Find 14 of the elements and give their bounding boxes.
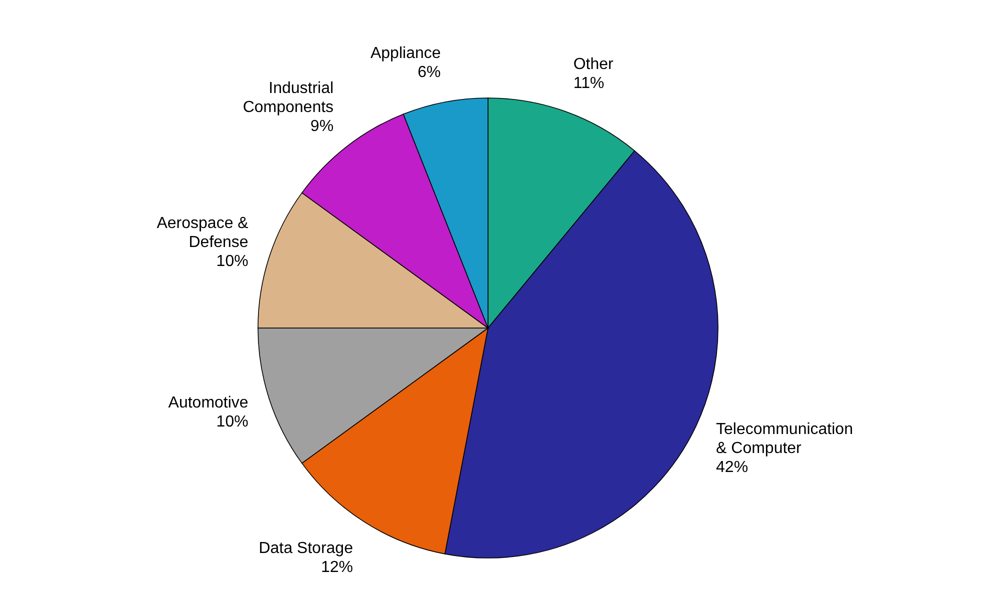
slice-label: Aerospace & Defense: [156, 214, 249, 251]
slice-label: Industrial Components: [242, 80, 334, 116]
data-label: 12%: [320, 558, 353, 576]
data-label: 11%: [573, 75, 604, 92]
data-label: 42%: [716, 458, 748, 476]
slice-label: Other: [573, 56, 614, 74]
slice-label: Data Storage: [258, 540, 354, 557]
slice-label: Automotive: [168, 394, 248, 412]
slice-label: Appliance: [370, 44, 441, 62]
data-label: 10%: [216, 414, 248, 431]
data-label: 9%: [310, 118, 334, 135]
slice-label: Telecommunication & Computer: [716, 420, 853, 457]
data-label: 10%: [216, 252, 248, 270]
data-label: 6%: [418, 64, 441, 81]
